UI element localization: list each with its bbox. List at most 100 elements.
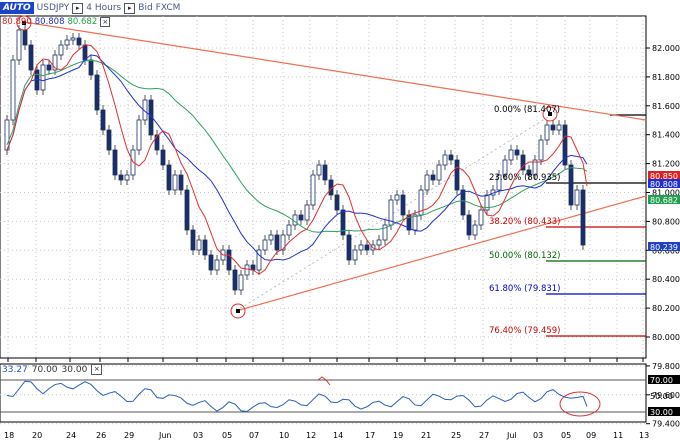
candle-body bbox=[280, 234, 286, 251]
candle-body bbox=[544, 124, 550, 141]
symbol-label[interactable]: USDJPY bbox=[36, 3, 70, 13]
rsi-lower-value: 30.00 bbox=[61, 364, 88, 375]
candle-body bbox=[496, 174, 502, 191]
candle-body bbox=[562, 124, 568, 166]
candle-body bbox=[88, 59, 94, 76]
candle-body bbox=[454, 159, 460, 191]
anchor-high-marker[interactable] bbox=[16, 15, 32, 31]
price-axis: 82.00081.80081.60081.40081.20081.00080.8… bbox=[646, 44, 680, 429]
symbol-picker-icon[interactable]: ▸ bbox=[72, 2, 84, 14]
candle-body bbox=[436, 164, 442, 181]
timeframe-label[interactable]: 4 Hours bbox=[86, 3, 122, 13]
fib-labels: 0.00% (81.407) 23.60% (80.935) 38.20% (80.… bbox=[489, 105, 561, 336]
candle-body bbox=[40, 64, 46, 91]
main-plot-area bbox=[0, 15, 647, 359]
candle-body bbox=[202, 239, 208, 256]
candle-body bbox=[538, 139, 544, 161]
date-axis-label: 20 bbox=[32, 431, 42, 440]
candle-body bbox=[196, 239, 202, 251]
candle-body bbox=[226, 249, 232, 271]
candle-body bbox=[64, 39, 70, 46]
candle-body bbox=[520, 154, 526, 171]
rsi-axis-label: 50.00 bbox=[650, 392, 673, 401]
candle-body bbox=[154, 134, 160, 151]
candle-body bbox=[346, 234, 352, 261]
anchor-swing-marker[interactable] bbox=[542, 106, 558, 122]
lower-trendline[interactable] bbox=[235, 195, 647, 312]
candle-body bbox=[172, 174, 178, 191]
price-tag-label: 80.808 bbox=[650, 180, 678, 189]
rsi-axis-label: 30.00 bbox=[650, 408, 673, 417]
rsi-highlight-circle[interactable] bbox=[559, 391, 601, 417]
candle-body bbox=[430, 174, 436, 181]
candle-body bbox=[400, 194, 406, 216]
candle-body bbox=[424, 174, 430, 191]
date-axis-label: 13 bbox=[639, 431, 649, 440]
price-axis-label: 81.800 bbox=[652, 73, 680, 82]
fib-level-label: 61.80% (79.831) bbox=[489, 284, 561, 294]
candle-body bbox=[460, 189, 466, 216]
candle-body bbox=[550, 124, 556, 131]
date-axis-label: 21 bbox=[421, 431, 431, 440]
date-axis-label: 07 bbox=[249, 431, 259, 440]
timeframe-picker-icon[interactable]: ▸ bbox=[124, 2, 136, 14]
candle-body bbox=[442, 154, 448, 166]
candle-body bbox=[100, 109, 106, 131]
anchor-swing-handle[interactable] bbox=[548, 112, 552, 116]
date-axis-label: 24 bbox=[66, 431, 76, 440]
candle-body bbox=[466, 214, 472, 236]
auto-scale-button[interactable]: AUTO bbox=[0, 2, 34, 14]
rsi-line bbox=[6, 380, 588, 413]
price-type-label[interactable]: Bid bbox=[138, 3, 153, 13]
candle-body bbox=[76, 37, 82, 46]
close-indicator-icon[interactable]: × bbox=[100, 17, 111, 27]
candlesticks bbox=[4, 25, 586, 295]
candle-body bbox=[376, 239, 382, 246]
candle-body bbox=[244, 264, 250, 276]
upper-trendline[interactable] bbox=[23, 21, 647, 121]
candle-body bbox=[94, 74, 100, 111]
candle-body bbox=[214, 259, 220, 271]
candle-body bbox=[268, 234, 274, 241]
candle-body bbox=[82, 44, 88, 61]
data-source-label: FXCM bbox=[155, 3, 181, 13]
price-axis-label: 79.800 bbox=[652, 362, 680, 371]
price-axis-label: 79.400 bbox=[652, 420, 680, 429]
candle-body bbox=[568, 164, 574, 206]
candle-body bbox=[304, 204, 310, 221]
date-axis-label: 05 bbox=[222, 431, 232, 440]
date-axis-label: 11 bbox=[613, 431, 623, 440]
candle-body bbox=[16, 29, 22, 61]
candle-body bbox=[238, 274, 244, 291]
price-axis-label: 80.000 bbox=[652, 333, 680, 342]
candle-body bbox=[148, 99, 154, 136]
price-tag-label: 80.850 bbox=[650, 172, 678, 181]
date-axis-label: 03 bbox=[193, 431, 203, 440]
candle-body bbox=[358, 244, 364, 251]
anchor-low-marker[interactable] bbox=[230, 303, 246, 319]
fib-level-label: 23.60% (80.935) bbox=[489, 173, 561, 183]
price-axis-label: 81.600 bbox=[652, 102, 680, 111]
date-axis-label: 25 bbox=[451, 431, 461, 440]
date-axis-label: 29 bbox=[124, 431, 134, 440]
candle-body bbox=[256, 249, 262, 271]
date-axis-label: 12 bbox=[306, 431, 316, 440]
candle-body bbox=[118, 174, 124, 181]
anchor-low-handle[interactable] bbox=[236, 309, 240, 313]
candle-body bbox=[250, 264, 256, 271]
grid-lines bbox=[0, 16, 646, 425]
price-axis-label: 81.000 bbox=[652, 189, 680, 198]
candle-body bbox=[46, 64, 52, 71]
candle-body bbox=[418, 189, 424, 216]
rsi-close-icon[interactable]: × bbox=[91, 364, 103, 375]
candle-body bbox=[502, 159, 508, 176]
anchor-high-handle[interactable] bbox=[22, 21, 26, 25]
price-axis-label: 80.800 bbox=[652, 217, 680, 226]
candle-body bbox=[58, 44, 64, 56]
chart-toolbar: AUTO USDJPY ▸ 4 Hours ▸ Bid FXCM bbox=[0, 0, 180, 16]
candle-body bbox=[394, 194, 400, 201]
date-axis-label: Jun bbox=[158, 431, 172, 440]
candle-body bbox=[364, 244, 370, 251]
candle-body bbox=[10, 59, 16, 121]
